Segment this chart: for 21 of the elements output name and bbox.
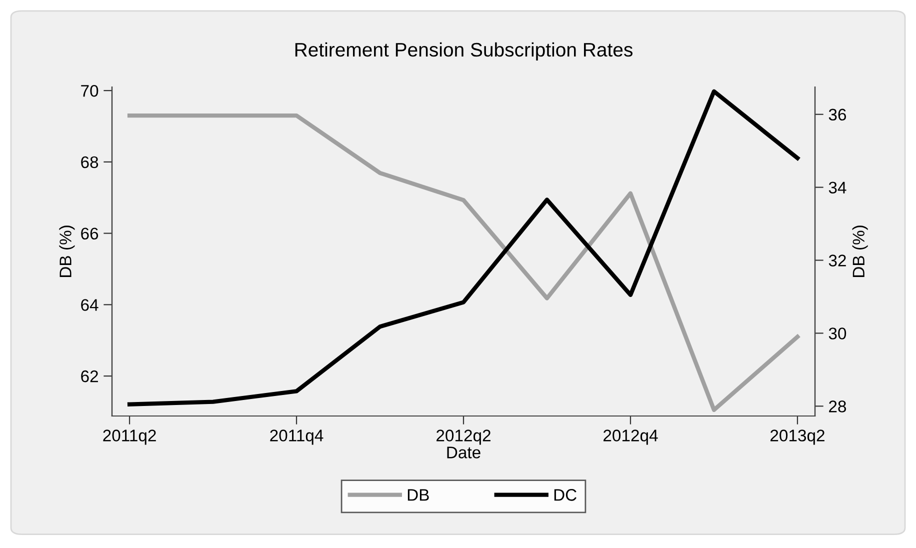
y-tick-label: 68 — [81, 156, 98, 168]
legend-label: DC — [554, 489, 576, 501]
legend-label: DB — [408, 489, 429, 501]
y2-tick-label: 30 — [828, 328, 846, 340]
y-tick-label: 64 — [81, 299, 98, 311]
chart-title: Retirement Pension Subscription Rates — [295, 42, 632, 60]
y-tick-label: 62 — [81, 370, 98, 382]
y2-tick-label: 28 — [829, 400, 846, 412]
x-tick-label: 2012q2 — [436, 430, 490, 445]
x-tick-label: 2013q2 — [770, 430, 824, 445]
y2-tick-label: 32 — [828, 254, 846, 266]
y-tick-label: 70 — [81, 84, 98, 97]
y-axis-title: DB (%) — [59, 226, 75, 277]
y2-tick-label: 36 — [828, 108, 846, 121]
x-tick-label: 2011q4 — [270, 430, 324, 445]
y-tick-label: 66 — [81, 228, 98, 240]
x-axis-title: Date — [447, 446, 480, 458]
x-tick-label: 2011q2 — [103, 430, 156, 445]
x-tick-label: 2012q4 — [604, 430, 658, 445]
y2-tick-label: 34 — [828, 182, 846, 194]
y2-axis-title: DB (%) — [852, 226, 868, 277]
